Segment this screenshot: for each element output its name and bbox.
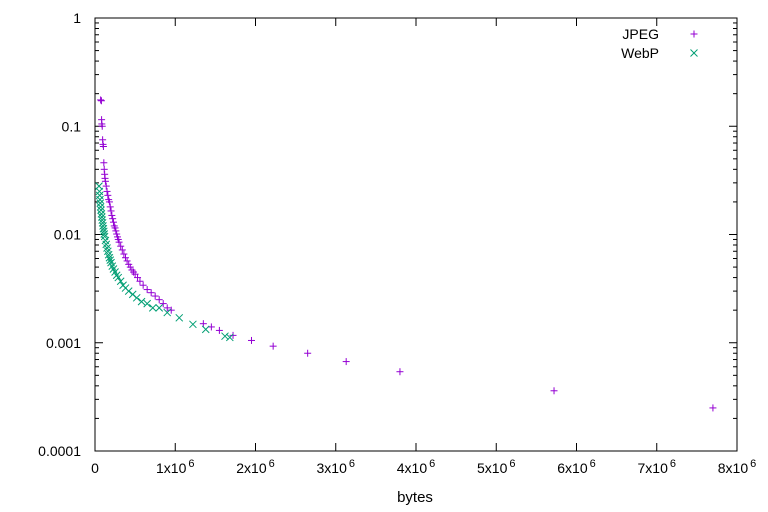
- x-tick-label: 6x10 6: [557, 458, 595, 476]
- y-tick-label: 0.0001: [38, 443, 81, 459]
- data-point-webp: [114, 273, 123, 282]
- data-point-jpeg: [163, 304, 171, 312]
- data-point-jpeg: [115, 238, 123, 246]
- plot-frame: [94, 17, 738, 452]
- data-point-jpeg: [304, 349, 312, 357]
- data-point-jpeg: [105, 198, 113, 206]
- data-point-webp: [96, 203, 105, 211]
- series-webp: [95, 182, 234, 342]
- data-point-jpeg: [107, 207, 115, 215]
- data-point-webp: [116, 277, 125, 286]
- data-point-jpeg: [550, 387, 558, 395]
- x-tick-label: 0: [91, 460, 99, 476]
- x-tick-label: 5x10 6: [477, 458, 515, 476]
- y-tick-label: 0.01: [54, 227, 81, 243]
- data-point-jpeg: [98, 122, 106, 130]
- data-point-jpeg: [102, 182, 110, 190]
- y-tick-label: 1: [73, 10, 81, 26]
- data-point-jpeg: [151, 292, 159, 300]
- data-point-jpeg: [121, 254, 129, 262]
- data-point-jpeg: [136, 277, 144, 285]
- data-point-webp: [221, 332, 229, 341]
- data-point-webp: [95, 187, 104, 196]
- y-tick-label: 0.001: [46, 335, 81, 351]
- legend-label-jpeg: JPEG: [622, 26, 659, 42]
- data-point-webp: [96, 199, 105, 207]
- x-tick-label: 8x10 6: [718, 458, 756, 476]
- x-axis-title: bytes: [397, 489, 433, 506]
- data-point-jpeg: [342, 358, 350, 366]
- data-point-jpeg: [101, 177, 109, 185]
- data-point-jpeg: [396, 368, 404, 376]
- legend: JPEG WebP: [621, 26, 698, 61]
- data-point-jpeg: [111, 224, 119, 232]
- data-point-webp: [106, 256, 115, 264]
- series-jpeg: [97, 96, 717, 412]
- data-point-webp: [124, 287, 133, 295]
- data-point-webp: [143, 299, 152, 308]
- data-point-webp: [175, 313, 184, 322]
- x-tick-label: 4x10 6: [397, 458, 435, 476]
- data-point-jpeg: [97, 97, 105, 105]
- data-point-jpeg: [134, 274, 142, 282]
- data-point-jpeg: [109, 215, 117, 223]
- data-point-jpeg: [215, 326, 223, 334]
- data-point-jpeg: [106, 203, 114, 211]
- data-point-jpeg: [120, 250, 128, 258]
- data-point-jpeg: [126, 263, 134, 271]
- legend-label-webp: WebP: [621, 45, 659, 61]
- data-point-jpeg: [117, 242, 125, 250]
- x-tick-label: 1x10 6: [156, 458, 194, 476]
- data-point-jpeg: [108, 211, 116, 219]
- data-point-webp: [137, 297, 146, 306]
- x-tick-label: 3x10 6: [317, 458, 355, 476]
- data-point-webp: [132, 293, 141, 302]
- data-point-jpeg: [123, 257, 131, 265]
- y-tick-label: 0.1: [62, 118, 82, 134]
- data-point-jpeg: [104, 191, 112, 199]
- data-point-jpeg: [112, 227, 120, 235]
- data-point-jpeg: [103, 187, 111, 195]
- data-point-webp: [163, 308, 172, 317]
- x-tick-label: 2x10 6: [236, 458, 274, 476]
- data-point-jpeg: [97, 96, 105, 104]
- data-point-jpeg: [199, 320, 207, 328]
- data-point-webp: [96, 195, 104, 204]
- data-point-jpeg: [99, 143, 107, 151]
- data-point-webp: [225, 333, 234, 342]
- legend-marker-webp: [690, 49, 698, 57]
- data-point-webp: [148, 304, 157, 312]
- data-point-jpeg: [155, 296, 163, 304]
- data-point-jpeg: [709, 404, 717, 412]
- data-point-webp: [105, 253, 114, 262]
- data-point-jpeg: [100, 159, 108, 167]
- data-point-jpeg: [109, 218, 117, 226]
- data-point-jpeg: [159, 300, 167, 308]
- data-point-webp: [201, 325, 210, 334]
- data-point-jpeg: [118, 246, 126, 254]
- data-point-webp: [104, 250, 113, 259]
- data-point-webp: [100, 230, 109, 238]
- data-point-webp: [189, 320, 197, 329]
- points-layer: [95, 96, 717, 412]
- data-point-jpeg: [113, 230, 121, 238]
- data-point-jpeg: [229, 331, 237, 339]
- data-point-jpeg: [143, 286, 151, 294]
- legend-marker-jpeg: [690, 30, 698, 38]
- data-point-jpeg: [167, 306, 175, 314]
- data-point-jpeg: [147, 289, 155, 297]
- data-point-webp: [155, 304, 164, 312]
- x-tick-label: 7x10 6: [638, 458, 676, 476]
- axes-layer: 0 1x10 6 2x10 6 3x10 6 4x10 6 5x10 6 6x10 6 7x10 6 8x10…: [38, 10, 756, 476]
- data-point-jpeg: [269, 342, 277, 350]
- data-point-jpeg: [207, 323, 215, 331]
- data-point-jpeg: [247, 336, 255, 344]
- data-point-jpeg: [139, 281, 147, 289]
